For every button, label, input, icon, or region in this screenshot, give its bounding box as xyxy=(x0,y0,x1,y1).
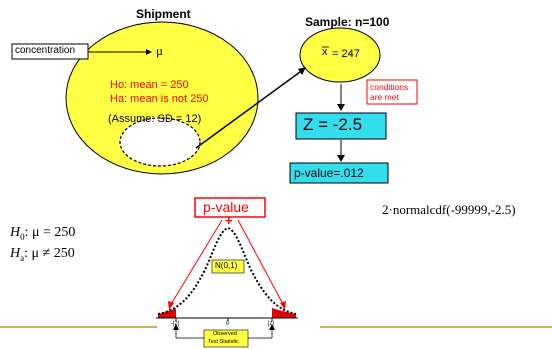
population-mean-symbol: μ xyxy=(156,43,163,58)
right-tick-label: |z| xyxy=(268,321,275,327)
left-tail-area xyxy=(158,308,176,318)
alternative-hypothesis: Ha: μ ≠ 250 xyxy=(10,246,75,263)
pvalue-right-pointer xyxy=(237,219,285,307)
distribution-label: N(0,1) xyxy=(215,261,238,270)
pvalue-box xyxy=(289,162,389,184)
center-tick-label: 0 xyxy=(226,321,230,327)
plus-sign: + xyxy=(225,213,233,228)
observed-box xyxy=(203,329,249,348)
h0-letter: H xyxy=(10,225,21,240)
pvalue-left-pointer xyxy=(169,219,223,307)
normalcdf-formula: 2·normalcdf(-99999,-2.5) xyxy=(382,202,516,217)
shipment-ha: Ha: mean is not 250 xyxy=(110,93,209,105)
conditions-box xyxy=(366,79,418,105)
sample-ellipse xyxy=(299,27,381,83)
z-statistic: Z = -2.5 xyxy=(303,115,363,134)
h0-statement: : μ = 250 xyxy=(24,225,76,240)
ha-letter: H xyxy=(10,246,21,261)
shipment-assumption: (Assume: SD = 12) xyxy=(108,113,202,125)
normal-curve xyxy=(157,226,297,315)
ha-statement: : μ ≠ 250 xyxy=(24,246,75,261)
ha-subscript: a xyxy=(20,252,25,263)
null-hypothesis: H0: μ = 250 xyxy=(10,225,75,242)
sample-title: Sample: n=100 xyxy=(305,15,390,29)
h0-subscript: 0 xyxy=(20,231,25,242)
left-tick-label: -|z| xyxy=(171,321,180,327)
right-tail-area xyxy=(272,308,296,318)
shipment-population-ellipse xyxy=(65,21,259,175)
sample-mean-symbol: x xyxy=(322,46,328,58)
shipment-h0: Ho: mean = 250 xyxy=(110,79,189,91)
concentration-box xyxy=(11,43,89,60)
dist-label-box xyxy=(211,259,245,274)
pvalue-label-box xyxy=(194,197,266,218)
observed-line-2: Test Statistic xyxy=(208,339,239,345)
conditions-line-1: conditions xyxy=(370,82,409,92)
sample-mean-value: = 247 xyxy=(332,48,360,60)
pvalue-result: p-value=.012 xyxy=(294,166,364,180)
conditions-line-2: are met xyxy=(370,92,399,102)
sample-draw-arrow xyxy=(195,71,301,149)
concentration-label: concentration xyxy=(15,45,76,56)
z-box xyxy=(295,112,387,140)
pvalue-label: p-value xyxy=(203,199,249,215)
observed-line-1: Observed xyxy=(213,331,237,337)
sample-subset-ellipse xyxy=(119,117,201,167)
shipment-title: Shipment xyxy=(136,7,191,21)
